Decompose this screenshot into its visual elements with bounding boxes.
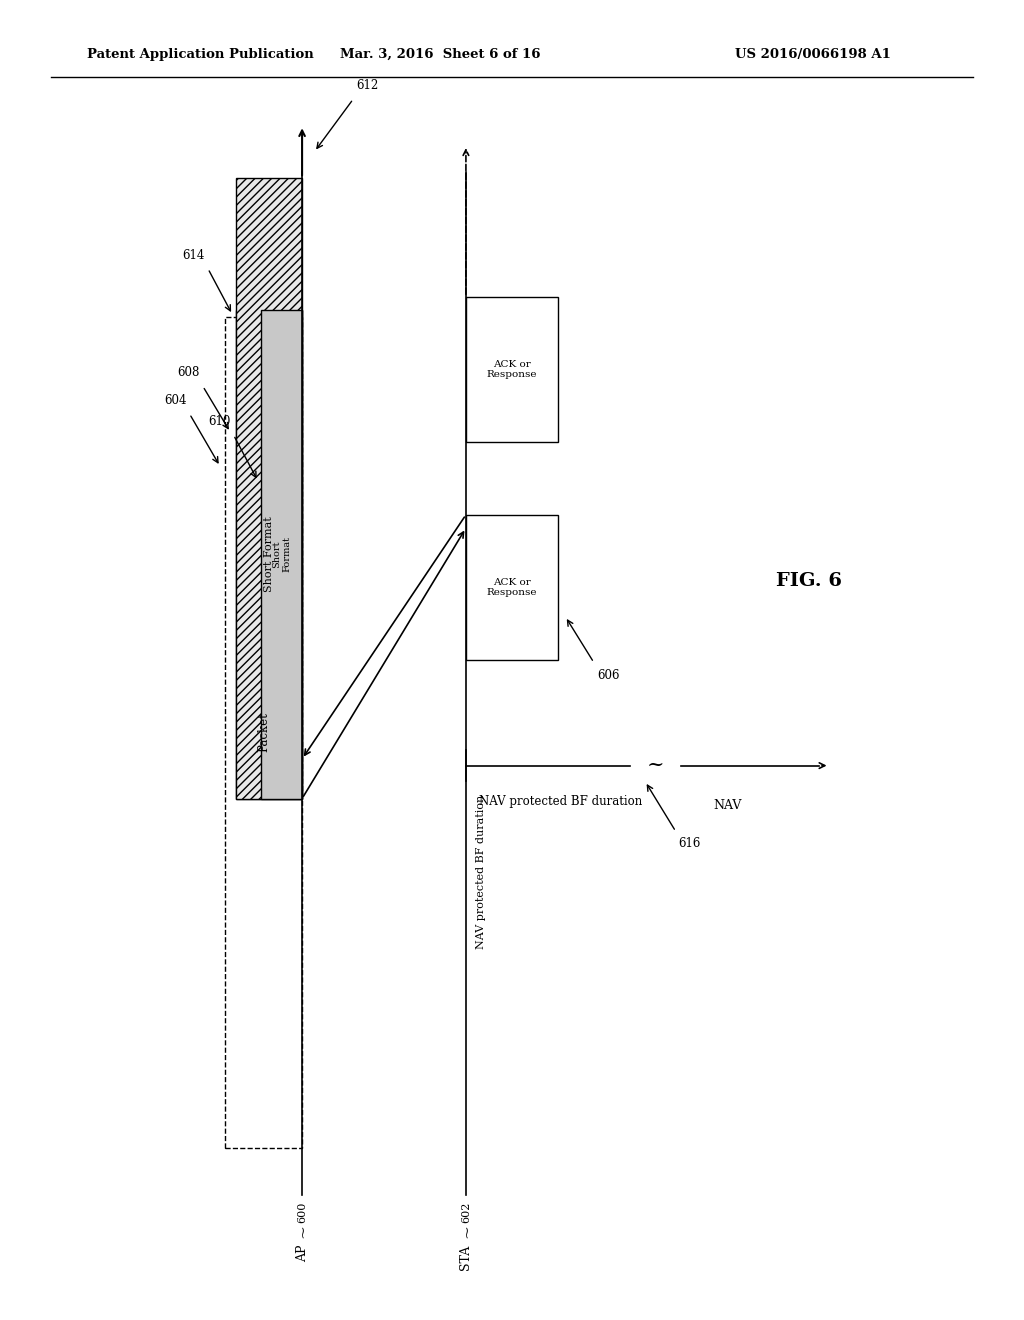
Text: ~: ~	[646, 756, 665, 775]
Bar	[466, 297, 558, 442]
Text: Short Format: Short Format	[264, 516, 273, 593]
Text: STA: STA	[460, 1245, 472, 1270]
Text: Packet: Packet	[257, 713, 270, 752]
Text: ACK or
Response: ACK or Response	[486, 360, 538, 379]
Text: 602: 602	[461, 1201, 471, 1222]
Text: NAV: NAV	[713, 799, 741, 812]
Text: 608: 608	[177, 367, 200, 380]
Text: US 2016/0066198 A1: US 2016/0066198 A1	[735, 48, 891, 61]
Text: 614: 614	[182, 249, 205, 261]
Text: 606: 606	[597, 669, 620, 682]
Text: Patent Application Publication: Patent Application Publication	[87, 48, 313, 61]
Text: ~: ~	[458, 1224, 474, 1238]
Text: Mar. 3, 2016  Sheet 6 of 16: Mar. 3, 2016 Sheet 6 of 16	[340, 48, 541, 61]
Bar	[236, 178, 302, 799]
Text: ACK or
Response: ACK or Response	[486, 578, 538, 597]
Text: NAV protected BF duration: NAV protected BF duration	[476, 795, 486, 949]
Bar	[225, 317, 302, 1148]
Text: AP: AP	[296, 1245, 308, 1262]
Text: 610: 610	[208, 416, 230, 428]
Text: NAV protected BF duration: NAV protected BF duration	[479, 795, 642, 808]
Bar	[261, 310, 302, 799]
Bar	[466, 515, 558, 660]
Text: 600: 600	[297, 1201, 307, 1222]
Text: 616: 616	[678, 837, 700, 850]
Text: FIG. 6: FIG. 6	[776, 572, 842, 590]
Text: ~: ~	[294, 1224, 310, 1238]
Text: Short
Format: Short Format	[272, 536, 291, 573]
Text: 612: 612	[356, 79, 379, 92]
Text: 604: 604	[164, 395, 186, 407]
Bar	[236, 310, 302, 799]
